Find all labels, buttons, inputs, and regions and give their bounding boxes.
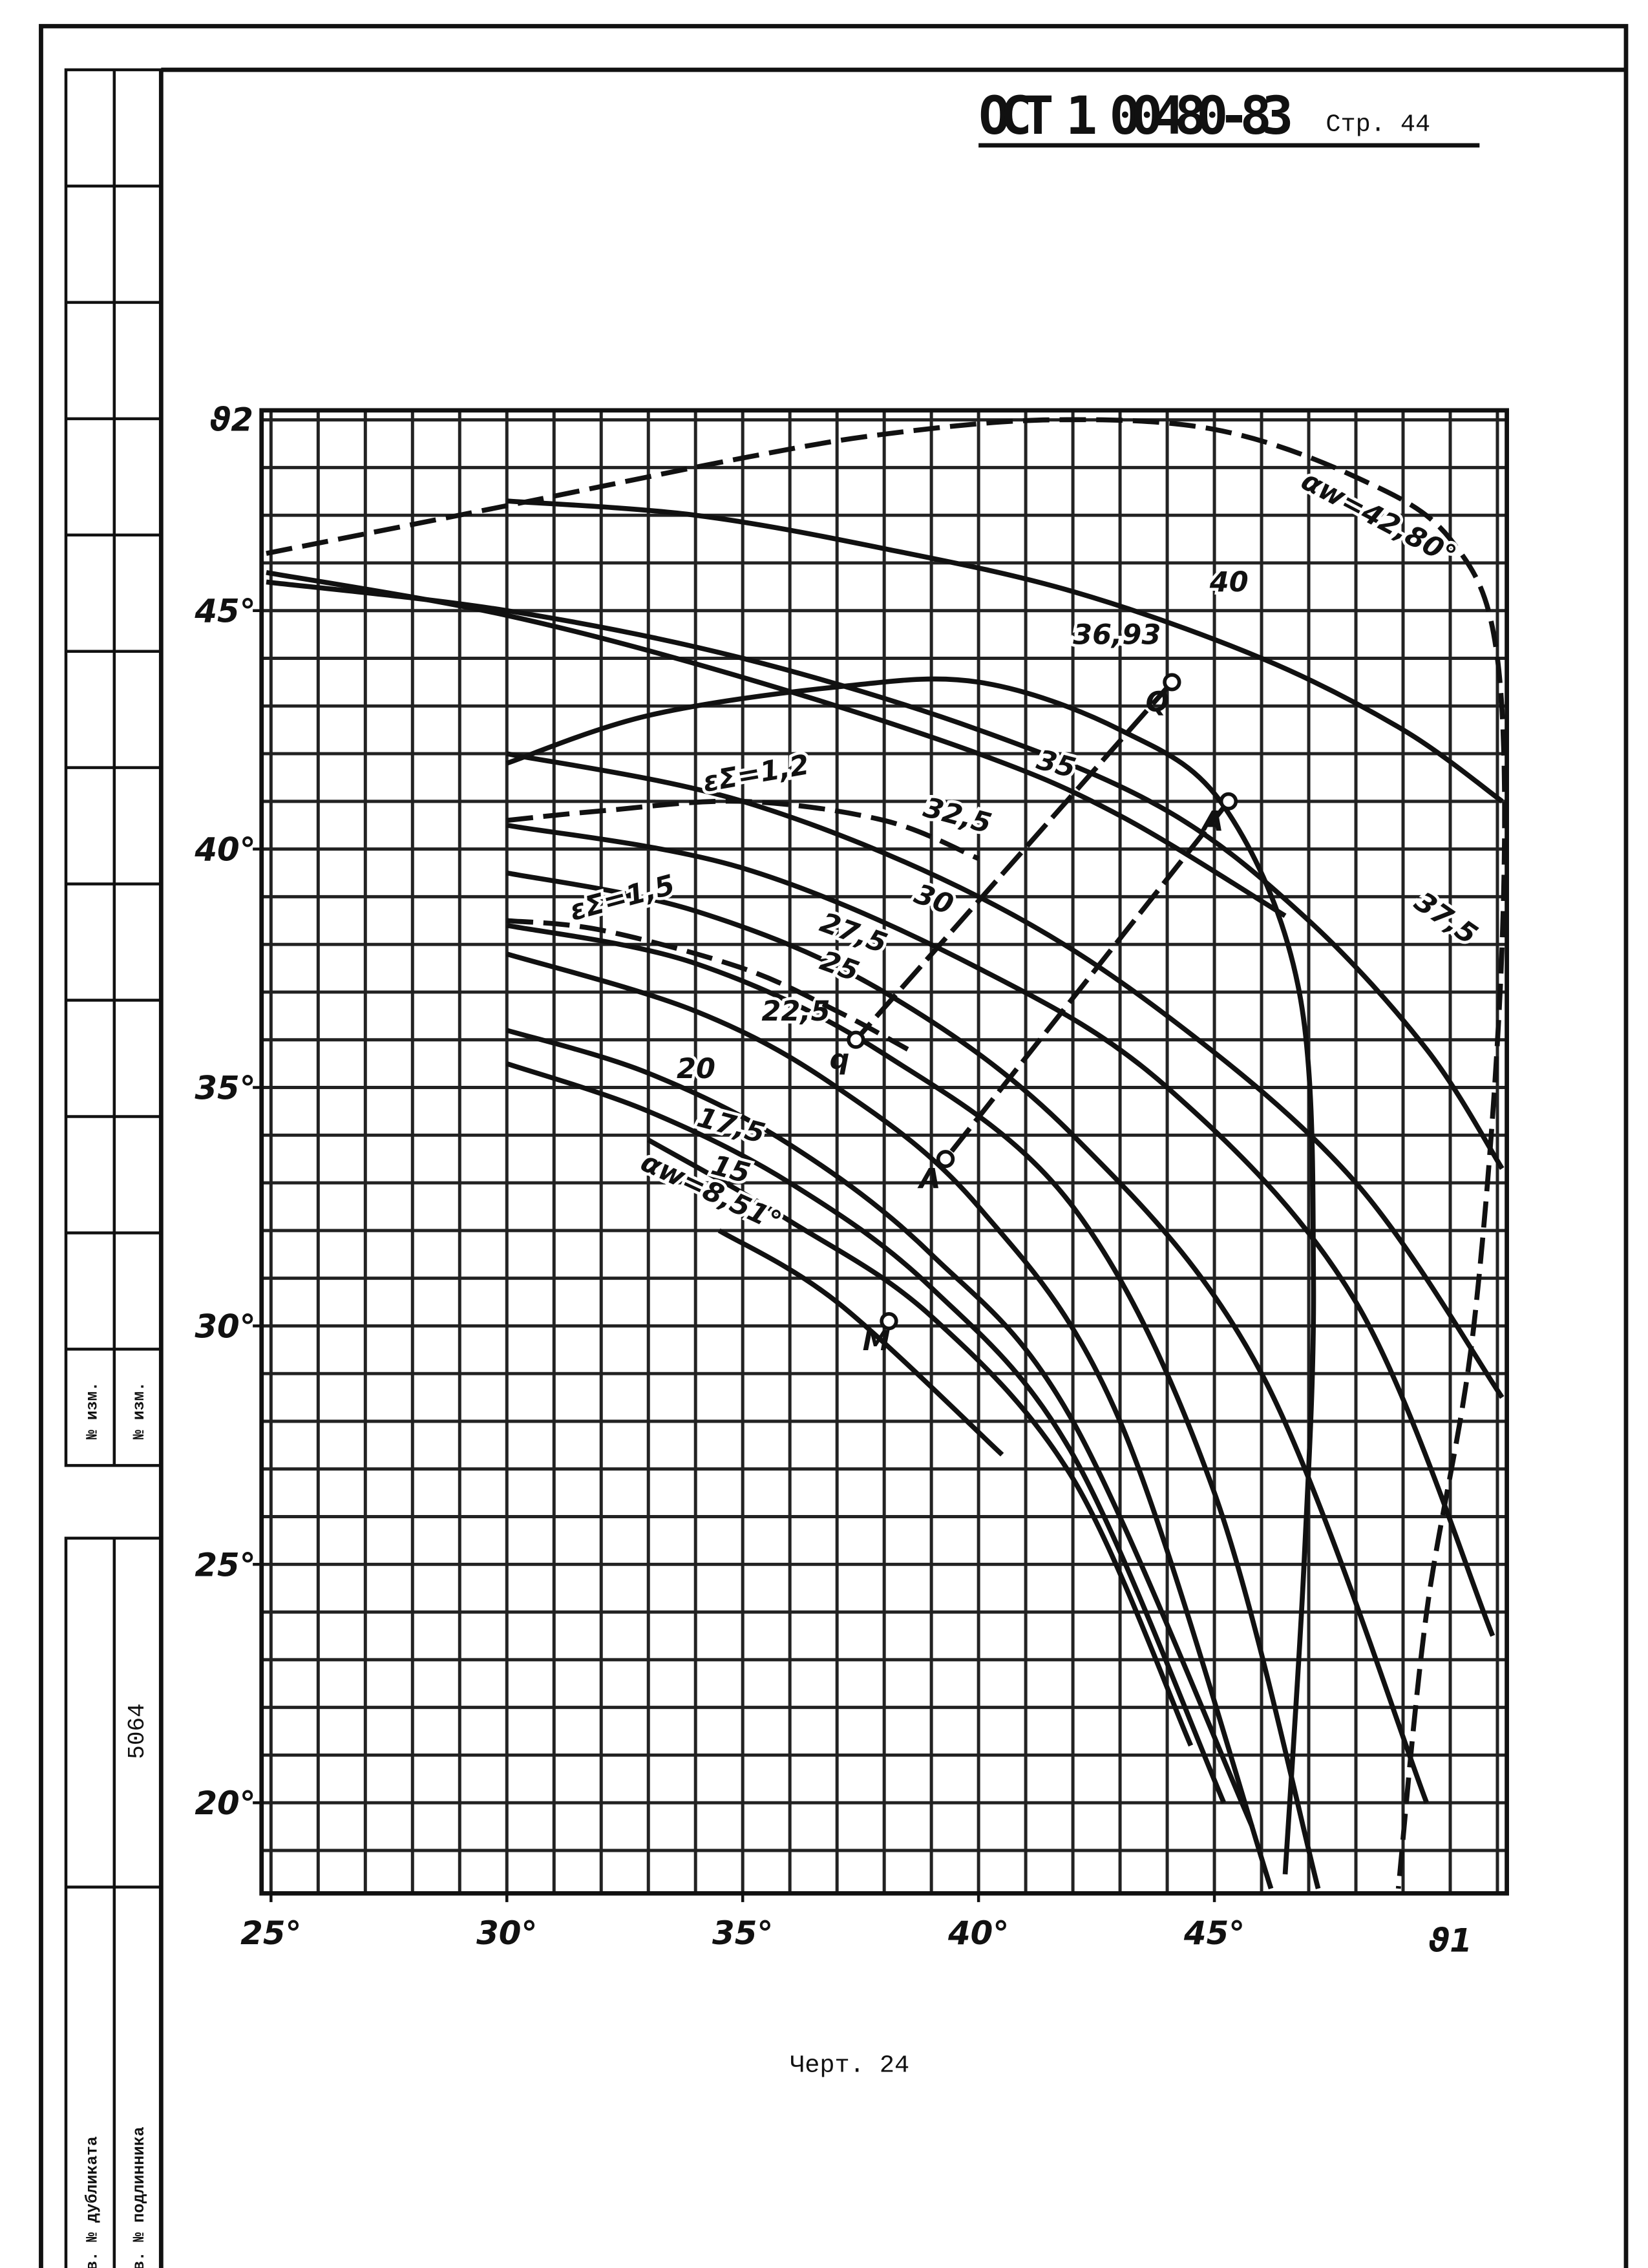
curve-label: 17,5 — [693, 1101, 768, 1150]
point — [880, 1311, 898, 1331]
x-tick-label: 25° — [240, 1914, 301, 1952]
curve-label: εΣ=1,5 — [566, 869, 678, 927]
curve — [506, 1061, 1227, 1804]
curve — [506, 870, 1430, 1804]
standard-code: ОСТ 1 00480-83 — [978, 86, 1293, 147]
curve-label: 40 — [1209, 566, 1249, 599]
curve-label: αw=8,51° — [636, 1146, 787, 1238]
archive-number: 5064 — [124, 1703, 151, 1759]
point — [936, 1150, 955, 1169]
curve — [266, 569, 1287, 918]
page-number: Стр. 44 — [1326, 111, 1430, 139]
point-label: A — [917, 1163, 940, 1195]
y-tick-label: 25° — [195, 1546, 255, 1584]
construction-line — [944, 800, 1231, 1161]
curve — [506, 822, 1495, 1637]
side-strip — [64, 68, 163, 2268]
curve — [266, 417, 1508, 1889]
curve-label: 36,93 — [1073, 619, 1161, 652]
change-label: № изм. — [84, 1382, 102, 1439]
point-label: q — [830, 1044, 850, 1076]
x-tick-label: 40° — [947, 1914, 1009, 1952]
change-label: № изм. — [131, 1382, 149, 1439]
construction-line — [854, 680, 1174, 1042]
curve-label: εΣ=1,2 — [701, 748, 812, 799]
original-label: Инв. № подлинника — [131, 2126, 149, 2268]
curve — [506, 922, 1321, 1889]
curve — [506, 1028, 1254, 1828]
curve — [266, 579, 1505, 1170]
x-tick-label: 35° — [712, 1914, 773, 1952]
curve — [506, 918, 909, 1052]
curve — [506, 498, 1504, 803]
y-tick-label: 35° — [195, 1070, 255, 1107]
chart: 25° 30° 35° 40° 45° 20° 25° 30° 35° 40° 45° ϑ1 ϑ2 αw=… — [194, 401, 1509, 1960]
x-axis-label: ϑ1 — [1428, 1922, 1472, 1960]
point-label: M — [863, 1325, 891, 1357]
point-label: A — [1200, 805, 1223, 838]
y-tick-label: 20° — [195, 1785, 255, 1822]
point — [1163, 673, 1181, 692]
curve — [717, 1228, 1004, 1457]
curve-label: 20 — [677, 1053, 715, 1085]
point — [1219, 792, 1238, 811]
y-axis-label: ϑ2 — [209, 401, 253, 439]
y-tick-label: 40° — [194, 831, 255, 869]
x-tick-label: 45° — [1183, 1914, 1245, 1952]
curve-label: αw=42,80° — [1296, 465, 1461, 573]
y-tick-label: 45° — [194, 593, 255, 630]
curve-label: 22,5 — [761, 995, 830, 1028]
duplicate-label: Инв. № дубликата — [84, 2136, 102, 2268]
point — [847, 1030, 865, 1049]
y-tick-label: 30° — [195, 1308, 255, 1346]
plot-frame — [259, 408, 1509, 1896]
curve — [506, 951, 1274, 1890]
figure-caption: Черт. 24 — [790, 2051, 909, 2079]
outer-frame — [39, 24, 1629, 2268]
point-label: Q — [1146, 686, 1170, 719]
curve — [647, 1138, 1194, 1747]
curve — [506, 798, 980, 861]
x-tick-label: 30° — [476, 1914, 537, 1952]
curve — [506, 751, 1505, 1399]
